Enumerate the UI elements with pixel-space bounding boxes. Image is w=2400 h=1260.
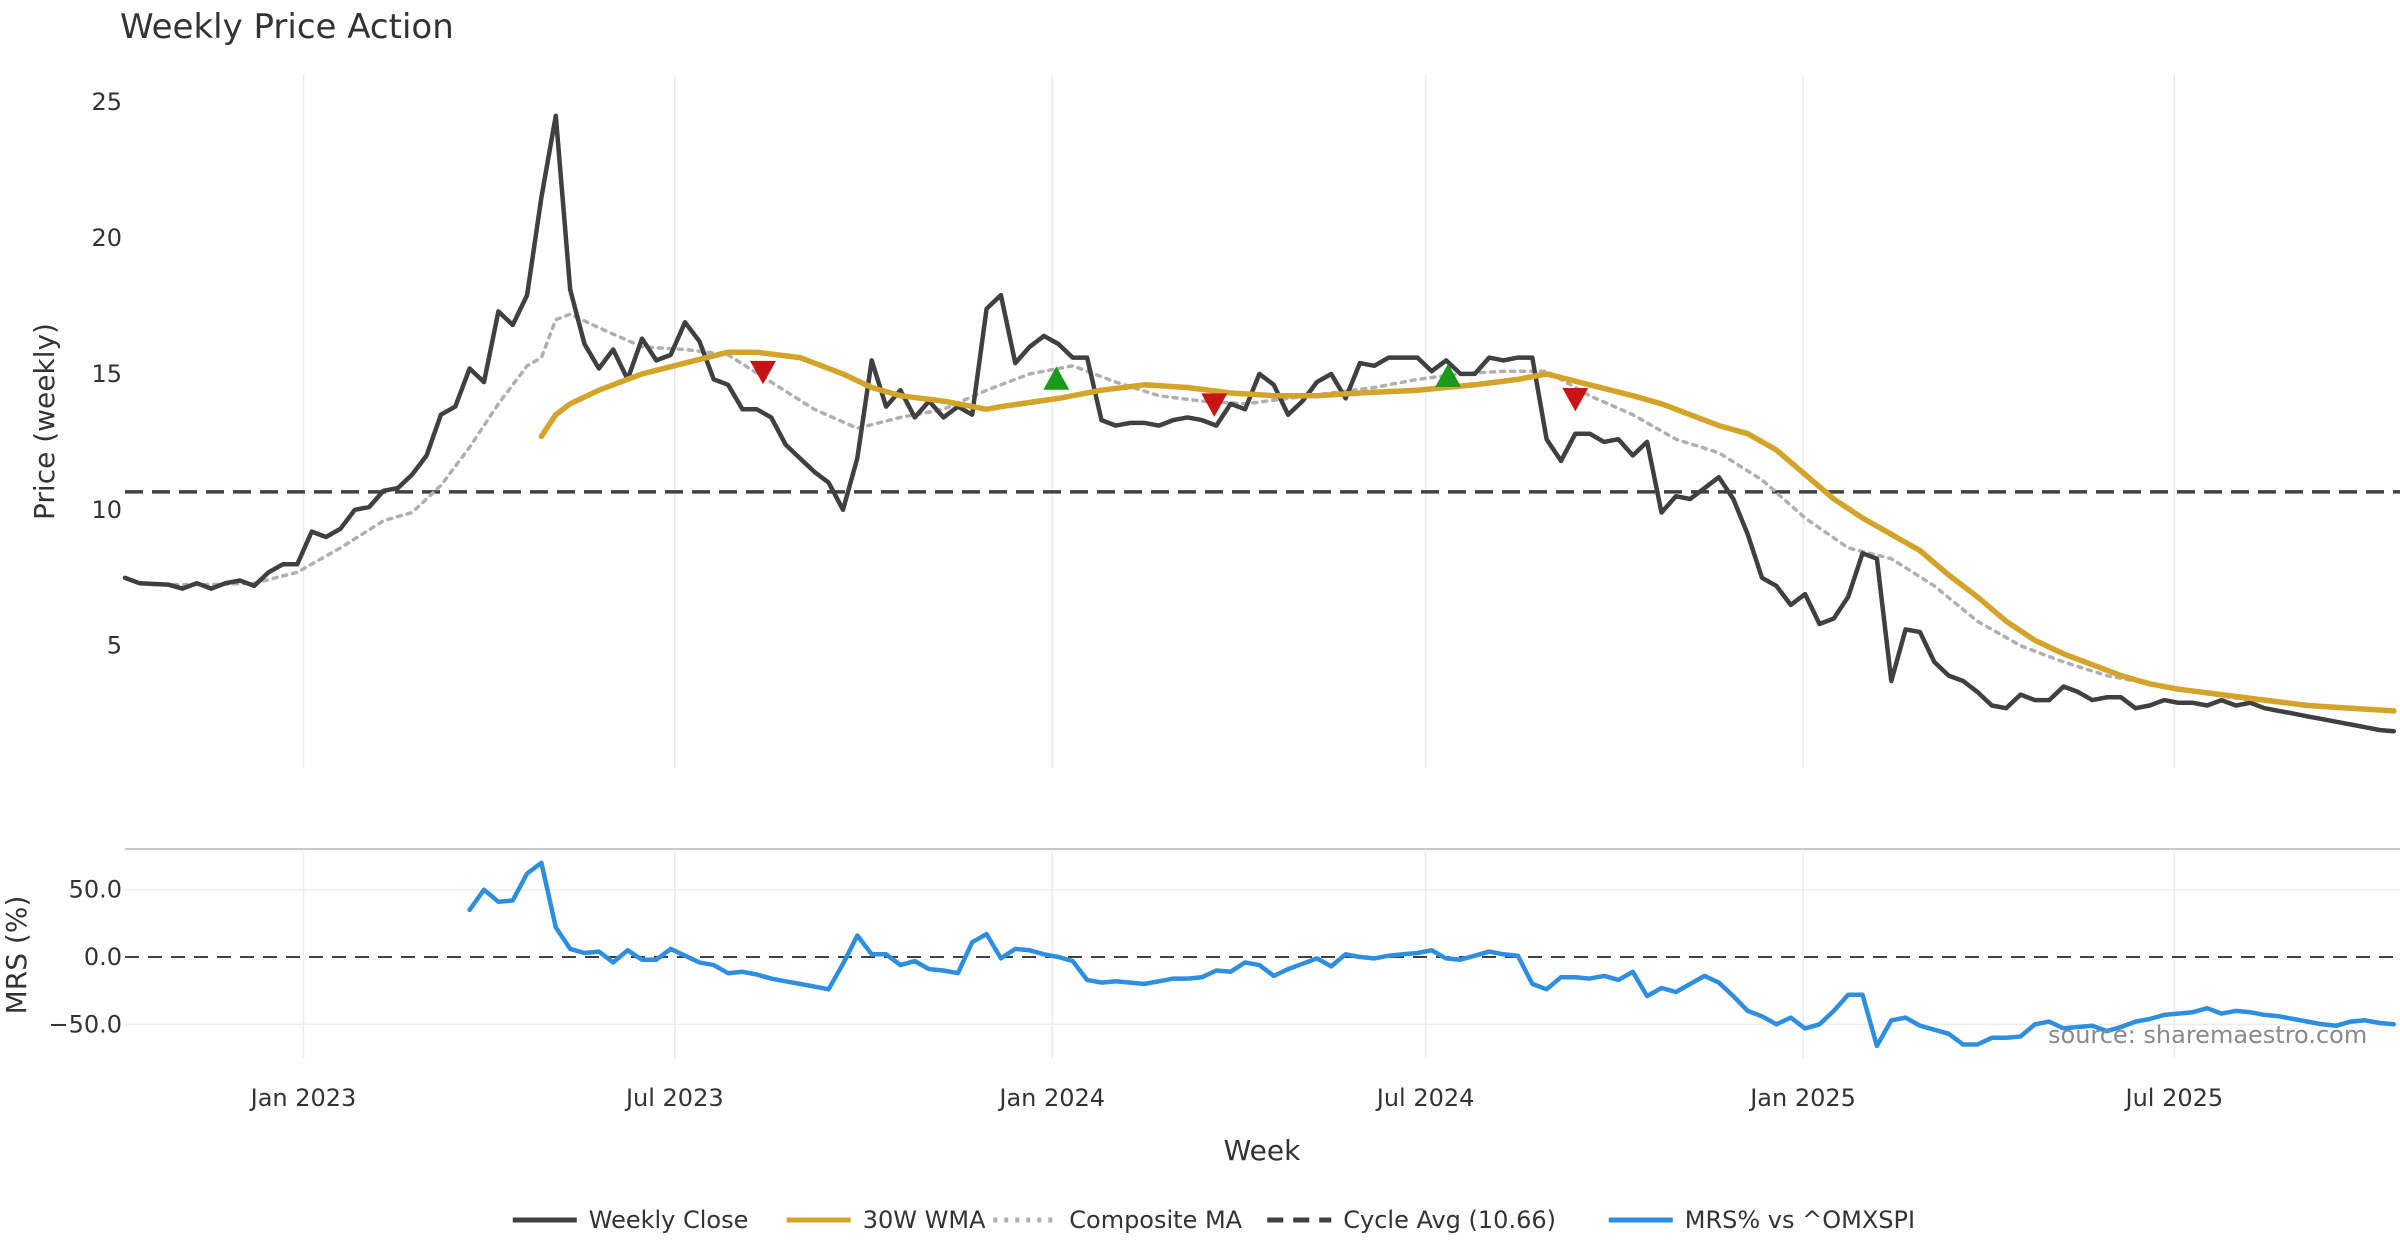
legend-label: Weekly Close [589,1206,749,1234]
sell-signal-marker [1562,388,1589,412]
price-panel: 5 10 15 20 25 Price (weekly) [28,75,2400,768]
price-y-tick-label: 15 [91,360,122,388]
mrs-panel: 50.0 0.0 −50.0 MRS (%) [0,848,2400,1058]
x-tick-label: Jan 2024 [997,1084,1105,1112]
x-tick-label: Jul 2023 [624,1084,724,1112]
mrs-y-tick-label: −50.0 [48,1010,122,1038]
legend: Weekly Close 30W WMA Composite MA Cycle Avg… [512,1206,1915,1234]
mrs-y-tick-label: 0.0 [84,943,122,971]
legend-label: 30W WMA [863,1206,986,1234]
price-y-tick-label: 25 [91,88,122,116]
mrs-y-tick-label: 50.0 [69,876,122,904]
chart-title: Weekly Price Action [120,7,454,47]
legend-label: Composite MA [1069,1206,1242,1234]
buy-signal-marker [1043,366,1070,390]
price-y-tick-label: 10 [91,496,122,524]
sell-signal-marker [1201,393,1228,417]
30w-wma-line [538,349,2397,714]
mrs-y-axis-title: MRS (%) [0,896,33,1015]
price-y-tick-label: 5 [107,632,122,660]
x-tick-label: Jan 2023 [249,1084,357,1112]
x-tick-label: Jan 2025 [1748,1084,1856,1112]
x-axis-title: Week [1224,1134,1301,1167]
mrs-vs-omxspi-line [467,860,2397,1049]
x-axis: Jan 2023 Jul 2023 Jan 2024 Jul 2024 Jan 2025… [249,1084,2224,1112]
composite-ma-line [151,312,2396,713]
x-tick-label: Jul 2024 [1375,1084,1475,1112]
sell-signal-marker [749,360,776,385]
source-note: source: sharemaestro.com [2048,1021,2367,1049]
buy-signal-marker [1435,363,1462,388]
price-y-tick-label: 20 [91,224,122,252]
weekly-close-line [122,113,2397,734]
legend-label: Cycle Avg (10.66) [1343,1206,1556,1234]
price-y-axis-title: Price (weekly) [28,323,61,520]
x-tick-label: Jul 2025 [2124,1084,2224,1112]
legend-label: MRS% vs ^OMXSPI [1685,1206,1915,1234]
